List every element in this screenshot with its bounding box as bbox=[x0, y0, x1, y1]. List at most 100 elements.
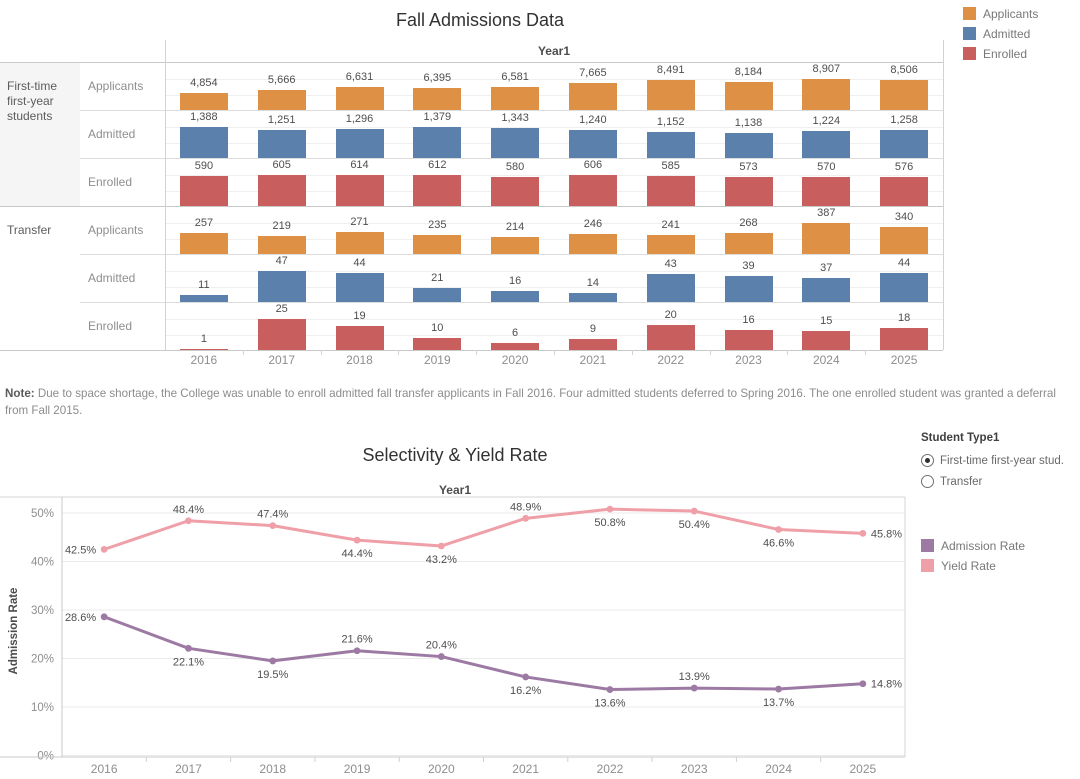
data-point[interactable] bbox=[100, 545, 108, 553]
bar-value-label: 1,379 bbox=[423, 111, 452, 124]
data-point[interactable] bbox=[185, 644, 192, 652]
data-point[interactable] bbox=[775, 685, 782, 693]
bar-mark[interactable] bbox=[179, 348, 228, 350]
bar-value-label: 614 bbox=[350, 159, 369, 171]
data-point[interactable] bbox=[606, 686, 614, 693]
bar-mark[interactable] bbox=[646, 273, 695, 302]
data-point[interactable] bbox=[353, 536, 361, 544]
bar-mark[interactable] bbox=[724, 132, 773, 158]
data-point[interactable] bbox=[522, 673, 530, 681]
data-point[interactable] bbox=[269, 522, 277, 530]
bar-mark[interactable] bbox=[880, 226, 929, 254]
data-point[interactable] bbox=[606, 505, 614, 513]
bar-mark[interactable] bbox=[491, 342, 540, 350]
bar-mark[interactable] bbox=[335, 232, 384, 254]
bar-mark[interactable] bbox=[257, 236, 306, 254]
bar-mark[interactable] bbox=[802, 130, 851, 158]
bar-mark[interactable] bbox=[257, 271, 306, 302]
legend-item-yield-rate[interactable]: Yield Rate bbox=[921, 556, 1025, 575]
bar-mark[interactable] bbox=[491, 291, 540, 302]
data-point[interactable] bbox=[269, 657, 277, 665]
bar-mark[interactable] bbox=[257, 175, 306, 206]
bar-mark[interactable] bbox=[802, 331, 851, 350]
y-tick-label: 20% bbox=[31, 654, 54, 666]
bar-mark[interactable] bbox=[880, 129, 929, 158]
data-point[interactable] bbox=[437, 542, 445, 550]
bar-mark[interactable] bbox=[880, 327, 929, 350]
bar-value-label: 1,152 bbox=[656, 116, 685, 129]
bar-mark[interactable] bbox=[568, 234, 617, 254]
bar-mark[interactable] bbox=[724, 81, 773, 110]
bar-mark[interactable] bbox=[646, 176, 695, 206]
legend-item-enrolled[interactable]: Enrolled bbox=[963, 44, 1038, 63]
bar-mark[interactable] bbox=[179, 127, 228, 158]
data-point[interactable] bbox=[185, 517, 192, 525]
bar-mark[interactable] bbox=[179, 176, 228, 206]
data-point[interactable] bbox=[353, 647, 361, 655]
bar-mark[interactable] bbox=[802, 79, 851, 110]
bar-mark[interactable] bbox=[413, 337, 462, 350]
data-point[interactable] bbox=[775, 526, 782, 533]
bar-value-label: 214 bbox=[505, 220, 525, 233]
data-point[interactable] bbox=[522, 514, 530, 522]
bar-mark[interactable] bbox=[646, 80, 695, 110]
bar-mark[interactable] bbox=[724, 276, 773, 302]
bar-mark[interactable] bbox=[802, 177, 851, 206]
year-tick-label: 2020 bbox=[501, 353, 529, 367]
bar-mark[interactable] bbox=[257, 319, 306, 350]
bar-mark[interactable] bbox=[646, 132, 695, 158]
data-point[interactable] bbox=[859, 529, 867, 537]
data-point[interactable] bbox=[690, 507, 698, 515]
bar-mark[interactable] bbox=[491, 176, 540, 206]
legend-item-admission-rate[interactable]: Admission Rate bbox=[921, 536, 1025, 555]
student-type-filter: Student Type1 First-time first-year stud… bbox=[921, 432, 1064, 492]
radio-option[interactable]: First-time first-year stud. bbox=[921, 450, 1064, 471]
bar-mark[interactable] bbox=[568, 292, 617, 302]
legend-item-applicants[interactable]: Applicants bbox=[963, 4, 1038, 23]
bar-mark[interactable] bbox=[413, 127, 462, 158]
bar-value-label: 14 bbox=[586, 276, 600, 289]
bar-mark[interactable] bbox=[724, 232, 773, 254]
bar-mark[interactable] bbox=[413, 87, 462, 110]
tick-mark bbox=[398, 350, 400, 355]
bar-mark[interactable] bbox=[568, 338, 617, 350]
bar-mark[interactable] bbox=[802, 277, 851, 302]
bar-mark[interactable] bbox=[724, 330, 773, 350]
bar-mark[interactable] bbox=[179, 294, 228, 302]
bar-mark[interactable] bbox=[335, 326, 384, 350]
bar-mark[interactable] bbox=[257, 90, 306, 110]
bar-mark[interactable] bbox=[335, 86, 384, 110]
bar-mark[interactable] bbox=[491, 236, 540, 254]
filter-title: Student Type1 bbox=[921, 432, 1000, 444]
data-point[interactable] bbox=[690, 684, 698, 692]
data-point[interactable] bbox=[859, 680, 867, 688]
bar-mark[interactable] bbox=[413, 288, 462, 302]
bar-mark[interactable] bbox=[491, 87, 540, 110]
year-tick-label: 2022 bbox=[597, 762, 624, 776]
bar-mark[interactable] bbox=[646, 325, 695, 350]
bar-mark[interactable] bbox=[880, 176, 929, 206]
bar-mark[interactable] bbox=[568, 130, 617, 158]
bar-mark[interactable] bbox=[335, 272, 384, 302]
bar-mark[interactable] bbox=[568, 175, 617, 206]
bar-mark[interactable] bbox=[413, 175, 462, 206]
bar-mark[interactable] bbox=[257, 130, 306, 158]
radio-option[interactable]: Transfer bbox=[921, 471, 1064, 492]
bar-mark[interactable] bbox=[724, 177, 773, 206]
data-point[interactable] bbox=[437, 653, 445, 660]
bar-mark[interactable] bbox=[568, 83, 617, 110]
bar-mark[interactable] bbox=[335, 129, 384, 158]
bar-mark[interactable] bbox=[335, 175, 384, 206]
legend-item-admitted[interactable]: Admitted bbox=[963, 24, 1038, 43]
bar-mark[interactable] bbox=[491, 128, 540, 158]
bar-mark[interactable] bbox=[880, 272, 929, 302]
bar-mark[interactable] bbox=[880, 80, 929, 110]
bar-mark[interactable] bbox=[802, 223, 851, 254]
bar-mark[interactable] bbox=[413, 235, 462, 254]
bar-mark[interactable] bbox=[179, 93, 228, 110]
bar-value-label: 6,631 bbox=[345, 70, 374, 83]
bar-mark[interactable] bbox=[179, 233, 228, 254]
year-tick-label: 2019 bbox=[423, 353, 451, 367]
data-point[interactable] bbox=[100, 613, 108, 621]
bar-mark[interactable] bbox=[646, 234, 695, 254]
